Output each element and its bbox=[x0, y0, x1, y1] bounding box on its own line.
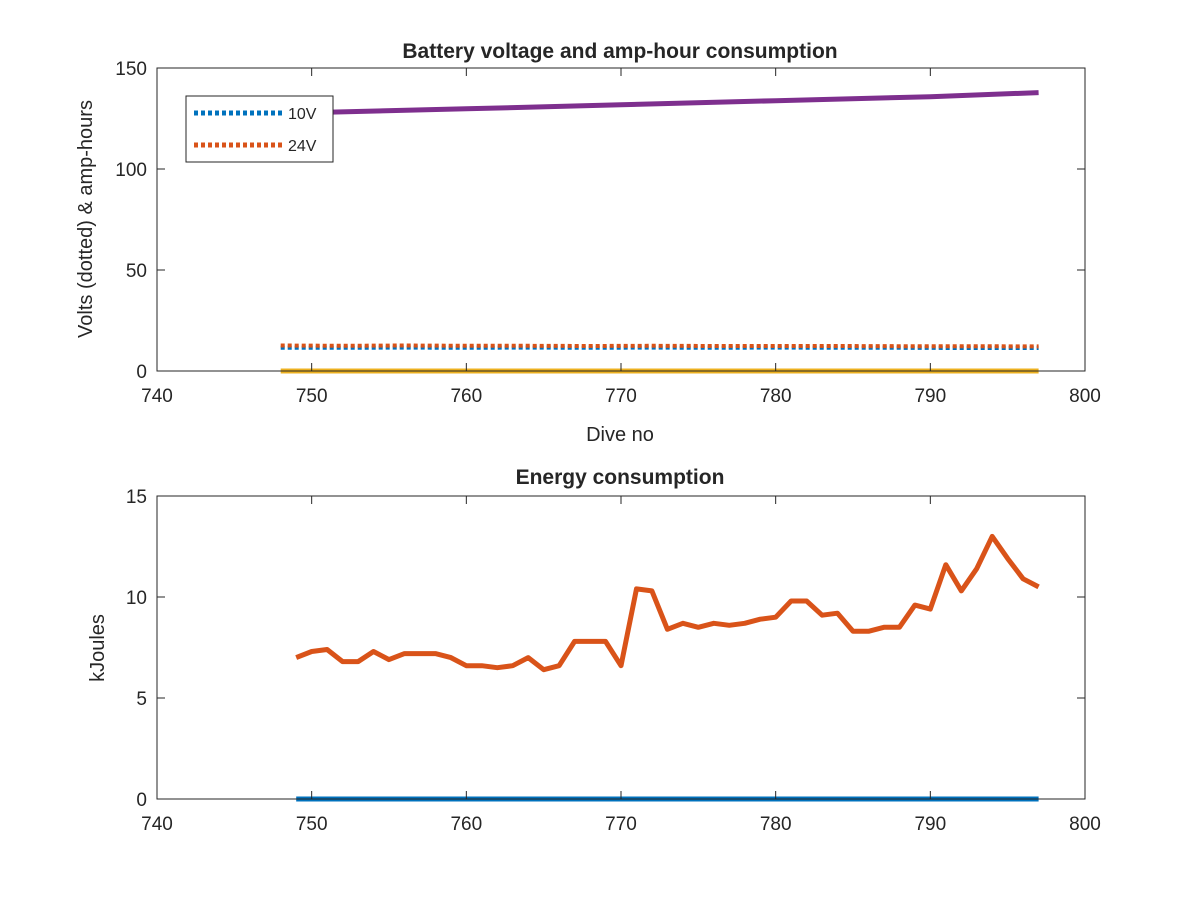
y-tick-label: 5 bbox=[136, 689, 147, 710]
battery-subplot: Battery voltage and amp-hour consumption… bbox=[75, 40, 1101, 446]
legend-label-24v: 24V bbox=[288, 138, 317, 155]
energy-chart-title: Energy consumption bbox=[516, 466, 725, 489]
y-tick-label: 15 bbox=[126, 487, 147, 508]
plot-frame bbox=[156, 495, 1086, 800]
y-tick-label: 10 bbox=[126, 588, 147, 609]
x-tick-label: 760 bbox=[450, 814, 482, 835]
series-line-3 bbox=[280, 90, 1039, 116]
x-tick-label: 740 bbox=[141, 386, 173, 407]
x-tick-label: 800 bbox=[1069, 814, 1101, 835]
legend-label-10v: 10V bbox=[288, 106, 317, 123]
energy-subplot: Energy consumption kJoules 740 750 760 770 7… bbox=[87, 466, 1101, 835]
x-tick-label: 740 bbox=[141, 814, 173, 835]
x-tick-label: 760 bbox=[450, 386, 482, 407]
x-tick-label: 800 bbox=[1069, 386, 1101, 407]
battery-x-axis-label: Dive no bbox=[586, 424, 654, 446]
battery-chart-title: Battery voltage and amp-hour consumption bbox=[402, 40, 837, 63]
x-tick-label: 790 bbox=[914, 814, 946, 835]
energy-chart-marks bbox=[295, 533, 1040, 802]
battery-y-axis-label: Volts (dotted) & amp-hours bbox=[75, 100, 97, 338]
battery-chart-axes: 740 750 760 770 780 790 800 0 50 100 150 bbox=[115, 59, 1101, 407]
y-tick-label: 0 bbox=[136, 362, 147, 383]
series-line-1 bbox=[295, 533, 1040, 673]
x-tick-label: 750 bbox=[296, 814, 328, 835]
x-tick-label: 780 bbox=[760, 814, 792, 835]
y-tick-label: 150 bbox=[115, 59, 147, 80]
x-tick-label: 750 bbox=[296, 386, 328, 407]
y-tick-label: 100 bbox=[115, 160, 147, 181]
series-line-24v bbox=[280, 343, 1039, 349]
energy-y-axis-label: kJoules bbox=[87, 614, 109, 682]
energy-chart-axes: 740 750 760 770 780 790 800 0 5 10 15 bbox=[126, 487, 1101, 835]
x-tick-label: 790 bbox=[914, 386, 946, 407]
x-tick-label: 780 bbox=[760, 386, 792, 407]
battery-chart-marks bbox=[280, 90, 1039, 374]
y-tick-label: 50 bbox=[126, 261, 147, 282]
y-tick-label: 0 bbox=[136, 790, 147, 811]
battery-legend: 10V 24V bbox=[185, 95, 334, 163]
x-tick-label: 770 bbox=[605, 386, 637, 407]
x-tick-label: 770 bbox=[605, 814, 637, 835]
legend-box bbox=[185, 95, 334, 163]
